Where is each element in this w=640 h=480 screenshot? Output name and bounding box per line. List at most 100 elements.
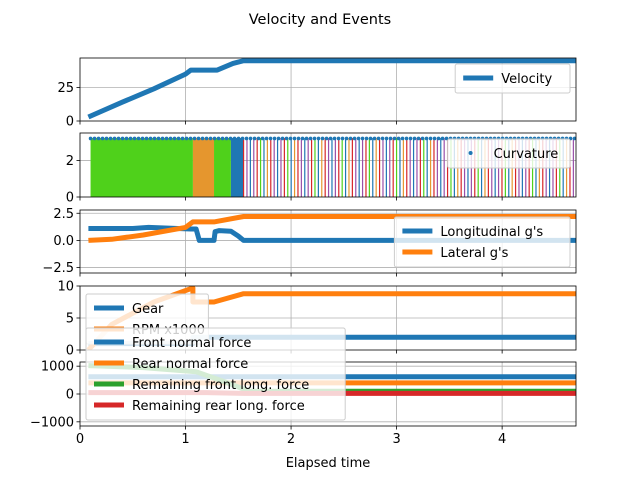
curvature-point [236,136,241,141]
legend-box [85,327,346,421]
curvature-point [224,136,229,141]
legend-label: Longitudinal g's [440,225,543,240]
legend-box [393,216,571,268]
curvature-point [132,136,137,141]
subplot-2: 0 2 Curvature [66,132,577,206]
curvature-point [288,136,293,141]
curvature-point [320,136,325,141]
curvature-point [148,136,153,141]
y-tick-label: 25 [57,81,74,96]
curvature-point [252,136,257,141]
legend-marker [468,151,473,155]
curvature-point [388,136,393,141]
curvature-point [248,136,253,141]
curvature-point [240,136,245,141]
curvature-point [312,136,317,141]
x-axis-label: Elapsed time [286,456,371,471]
curvature-point [180,136,185,141]
curvature-point [352,136,357,141]
curvature-point [156,136,161,141]
curvature-point [108,136,113,141]
curvature-point [204,136,209,141]
curvature-point [172,136,177,141]
legend-label: Gear [132,302,164,317]
curvature-point [272,136,277,141]
legend: Velocity [454,63,571,94]
curvature-point [360,136,365,141]
curvature-point [316,136,321,141]
curvature-point [244,136,249,141]
legend-label: Rear normal force [132,357,248,372]
curvature-point [384,136,389,141]
curvature-point [348,136,353,141]
curvature-point [280,136,285,141]
x-tick-label: 2 [287,432,295,447]
curvature-point [416,136,421,141]
curvature-point [228,136,233,141]
curvature-point [208,136,213,141]
curvature-point [216,136,221,141]
curvature-point [100,136,105,141]
y-tick-label: 0 [66,115,74,130]
curvature-point [368,136,373,141]
curvature-point [256,136,261,141]
axes-frame [79,209,577,274]
curvature-point [440,136,445,141]
curvature-point [436,136,441,141]
legend-box [454,63,571,94]
event-band [230,138,244,197]
curvature-point [92,136,97,141]
curvature-point [392,136,397,141]
curvature-point [380,136,385,141]
y-tick-label: 0 [66,388,74,403]
legend-label: Curvature [494,147,559,162]
y-tick-label: 0.0 [53,234,74,249]
y-tick-label: 5 [66,312,74,327]
curvature-point [124,136,129,141]
curvature-point [332,136,337,141]
y-tick-label: 0 [66,191,74,206]
x-tick-label: 1 [181,432,189,447]
curvature-point [404,136,409,141]
curvature-point [432,136,437,141]
curvature-point [268,136,273,141]
curvature-point [192,136,197,141]
curvature-point [300,136,305,141]
event-band [214,138,231,197]
legend: Front normal force Rear normal force Remai… [85,327,346,421]
curvature-point [88,136,93,141]
curvature-point [412,136,417,141]
plot-area [80,210,576,273]
legend: Longitudinal g's Lateral g's [393,216,571,268]
curvature-point [200,136,205,141]
event-band [90,138,193,197]
curvature-point [96,136,101,141]
curvature-point [196,136,201,141]
curvature-point [112,136,117,141]
curvature-point [324,136,329,141]
series-line-longitudinal-g-s [88,224,576,243]
curvature-point [176,136,181,141]
curvature-point [152,136,157,141]
legend-label: Front normal force [132,336,251,351]
curvature-point [296,136,301,141]
curvature-point [120,136,125,141]
curvature-point [184,136,189,141]
curvature-point [400,136,405,141]
curvature-point [292,136,297,141]
x-tick-label: 3 [392,432,400,447]
curvature-point [304,136,309,141]
y-tick-label: 1000 [41,360,74,375]
series-line-velocity [87,58,576,120]
curvature-point [116,136,121,141]
curvature-point [160,136,165,141]
curvature-point [104,136,109,141]
curvature-point [424,136,429,141]
curvature-point [136,136,141,141]
curvature-point [444,136,449,141]
curvature-point [144,136,149,141]
curvature-point [168,136,173,141]
y-tick-label: −1000 [30,415,74,430]
curvature-point [344,136,349,141]
